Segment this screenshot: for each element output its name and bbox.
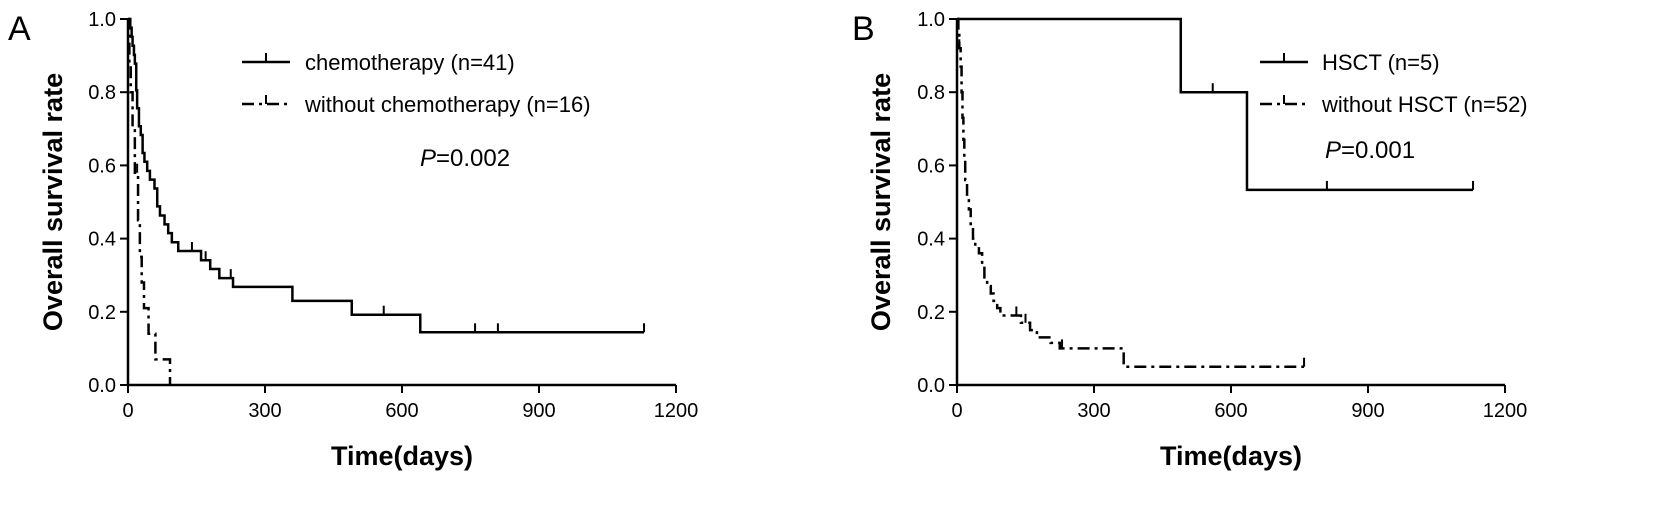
panel-b-p-number: =0.001	[1341, 137, 1415, 164]
panel-a-legend-label-chemotherapy: chemotherapy (n=41)	[305, 50, 515, 75]
panel-b-x-tick-label: 600	[1214, 400, 1247, 422]
panel-a-x-tick-label: 600	[385, 400, 418, 422]
panel-a-y-tick-label: 0.4	[88, 229, 116, 251]
panel-b-series-layer	[957, 17, 1475, 368]
panel-a-series-2-curve	[128, 17, 172, 385]
panel-a-x-tick-label: 0	[122, 400, 133, 422]
panel-b-legend-label-hsct: HSCT (n=5)	[1322, 50, 1440, 75]
panel-a-y-tick-label: 0.2	[88, 302, 116, 324]
panel-b-legend-entry-without-hsct: without HSCT (n=52)	[1260, 92, 1528, 117]
panel-a-p-value: P=0.002	[420, 145, 510, 172]
panel-a-p-number: =0.002	[436, 145, 510, 172]
panel-a: A Overall survival rate Time(days) 0.00.…	[8, 9, 698, 471]
panel-b-y-tick-label: 1.0	[917, 9, 945, 31]
panel-a-y-tick-label: 0.8	[88, 82, 116, 104]
panel-a-legend-label-without-chemotherapy: without chemotherapy (n=16)	[304, 92, 591, 117]
panel-b-series-1-curve	[957, 17, 1474, 192]
panel-b-x-axis-title: Time(days)	[1160, 441, 1302, 471]
panel-a-y-tick-label: 1.0	[88, 9, 116, 31]
panel-a-axes: 0.0 0.2 0.4 0.6 0.8 1.0 0 300 600 900 1200	[88, 9, 698, 422]
panel-a-y-tick-label: 0.6	[88, 155, 116, 177]
panel-b-legend-label-without-hsct: without HSCT (n=52)	[1321, 92, 1528, 117]
panel-a-p-symbol: P	[420, 145, 436, 172]
panel-a-series-1-curve	[128, 17, 645, 334]
panel-b-axes: 0.0 0.2 0.4 0.6 0.8 1.0 0 300 600 900 1200	[917, 9, 1527, 422]
panel-a-y-tick-label: 0.0	[88, 375, 116, 397]
panel-b: B Overall survival rate Time(days) 0.00.…	[852, 9, 1528, 471]
panel-b-y-tick-label: 0.8	[917, 82, 945, 104]
panel-b-series-2-curve	[957, 17, 1305, 368]
panel-b-letter: B	[852, 10, 875, 48]
panel-b-y-tick-label: 0.0	[917, 375, 945, 397]
panel-b-legend: HSCT (n=5) without HSCT (n=52)	[1260, 50, 1528, 117]
panel-a-series-layer	[128, 17, 646, 385]
panel-a-x-tick-label: 1200	[654, 400, 699, 422]
panel-a-legend: chemotherapy (n=41) without chemotherapy…	[242, 50, 591, 117]
panel-b-p-value: P=0.001	[1325, 137, 1415, 164]
panel-a-letter: A	[8, 10, 31, 48]
panel-a-legend-entry-without-chemotherapy: without chemotherapy (n=16)	[242, 92, 591, 117]
panel-b-y-axis-title: Overall survival rate	[866, 73, 896, 331]
panel-b-x-tick-label: 1200	[1483, 400, 1528, 422]
panel-b-y-tick-label: 0.2	[917, 302, 945, 324]
panel-a-x-axis-title: Time(days)	[331, 441, 473, 471]
panel-b-legend-entry-hsct: HSCT (n=5)	[1260, 50, 1440, 75]
panel-b-x-tick-label: 300	[1077, 400, 1110, 422]
panel-a-x-tick-label: 300	[248, 400, 281, 422]
panel-a-x-tick-label: 900	[522, 400, 555, 422]
panel-b-x-tick-label: 900	[1351, 400, 1384, 422]
panel-a-y-axis-title: Overall survival rate	[38, 73, 68, 331]
panel-b-x-tick-label: 0	[951, 400, 962, 422]
panel-b-y-tick-label: 0.6	[917, 155, 945, 177]
panel-b-p-symbol: P	[1325, 137, 1341, 164]
panel-a-legend-entry-chemotherapy: chemotherapy (n=41)	[242, 50, 515, 75]
panel-b-y-tick-label: 0.4	[917, 229, 945, 251]
